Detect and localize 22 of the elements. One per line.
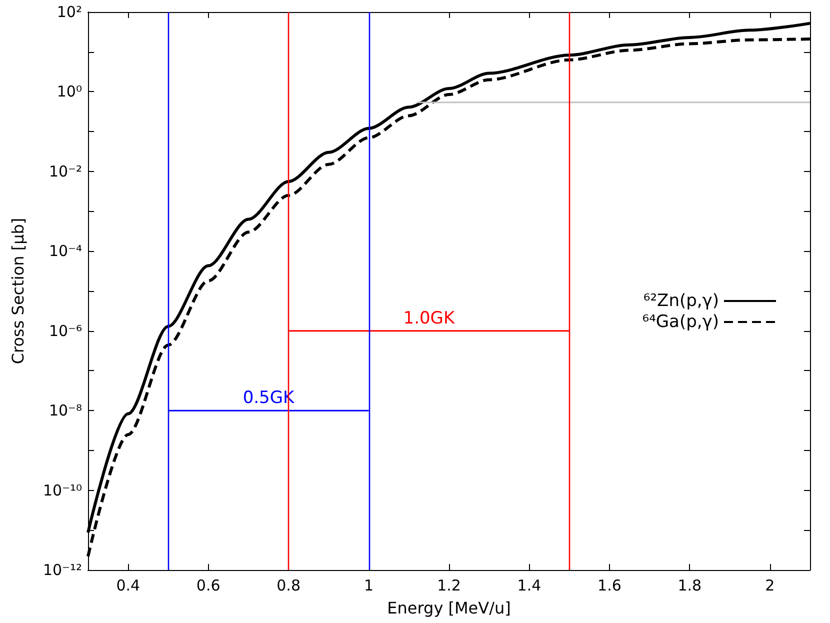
x-tick-label: 0.4 bbox=[116, 576, 140, 594]
legend-label: ⁶²Zn(p,γ) bbox=[643, 291, 719, 311]
x-tick-label: 1.6 bbox=[598, 576, 622, 594]
y-tick-label: 10⁻⁸ bbox=[48, 402, 82, 420]
y-tick-label: 10⁻¹⁰ bbox=[42, 481, 82, 500]
series-label: 1.0GK bbox=[403, 308, 456, 328]
x-tick-label: 0.8 bbox=[276, 576, 300, 594]
y-tick-label: 10² bbox=[56, 3, 82, 21]
y-tick-label: 10⁻¹² bbox=[42, 561, 82, 579]
x-tick-label: 2 bbox=[765, 576, 775, 594]
y-axis-title: Cross Section [μb] bbox=[8, 218, 28, 364]
y-tick-label: 10⁻⁴ bbox=[48, 242, 82, 260]
x-tick-label: 1 bbox=[364, 576, 374, 594]
y-tick-label: 10⁻⁶ bbox=[48, 322, 82, 340]
x-tick-label: 1.4 bbox=[517, 576, 542, 594]
y-tick-label: 10⁻² bbox=[48, 162, 82, 180]
x-tick-label: 1.8 bbox=[678, 576, 702, 594]
y-tick-label: 10⁰ bbox=[56, 82, 82, 101]
x-axis-title: Energy [MeV/u] bbox=[387, 598, 511, 618]
legend-label: ⁶⁴Ga(p,γ) bbox=[642, 312, 719, 332]
x-tick-label: 0.6 bbox=[196, 576, 220, 594]
x-tick-label: 1.2 bbox=[437, 576, 461, 594]
